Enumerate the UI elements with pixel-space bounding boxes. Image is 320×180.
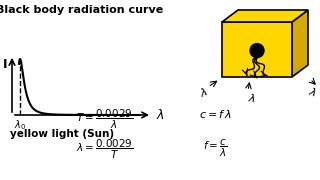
Text: $\lambda$: $\lambda$ <box>156 108 165 122</box>
Text: $\lambda = \dfrac{0.0029}{T}$: $\lambda = \dfrac{0.0029}{T}$ <box>76 138 134 161</box>
Text: $f = \dfrac{c}{\lambda}$: $f = \dfrac{c}{\lambda}$ <box>203 138 227 159</box>
Text: $c = f\,\lambda$: $c = f\,\lambda$ <box>198 108 231 120</box>
Text: $\lambda_0$: $\lambda_0$ <box>14 118 26 132</box>
Text: $\lambda$: $\lambda$ <box>198 85 210 99</box>
Polygon shape <box>222 22 292 77</box>
Text: $\lambda$: $\lambda$ <box>247 91 257 104</box>
Text: $\lambda$: $\lambda$ <box>307 85 319 99</box>
Text: I: I <box>3 58 7 71</box>
Polygon shape <box>292 10 308 77</box>
Text: yellow light (Sun): yellow light (Sun) <box>10 129 114 139</box>
Polygon shape <box>222 10 308 22</box>
Text: Black body radiation curve: Black body radiation curve <box>0 5 164 15</box>
Text: $T = \dfrac{0.0029}{\lambda}$: $T = \dfrac{0.0029}{\lambda}$ <box>76 108 134 131</box>
Circle shape <box>250 44 264 58</box>
